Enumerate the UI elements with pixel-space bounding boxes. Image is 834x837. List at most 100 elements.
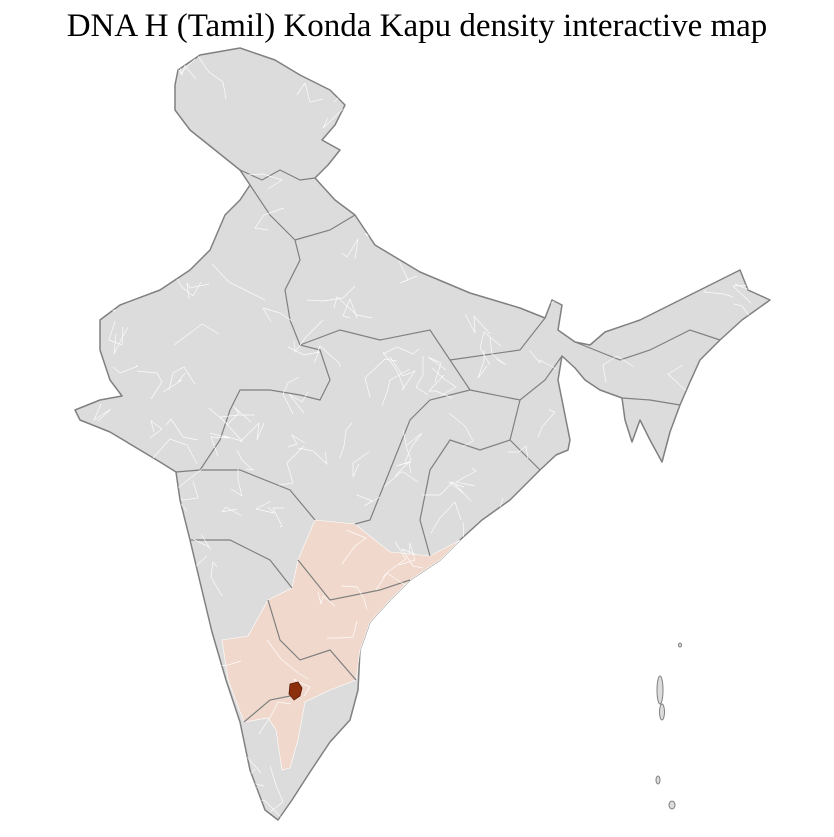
district-border	[415, 356, 429, 396]
district-border	[719, 675, 743, 703]
district-border	[296, 82, 324, 103]
district-border	[574, 607, 603, 622]
district-border	[398, 56, 414, 81]
district-border	[552, 568, 577, 594]
andaman-nicobar-islands	[655, 642, 682, 810]
district-border	[341, 529, 367, 565]
district-border	[209, 432, 230, 457]
district-border	[177, 662, 201, 673]
district-border	[412, 129, 433, 156]
district-border	[103, 248, 121, 268]
district-border	[306, 285, 356, 302]
district-border	[162, 372, 186, 393]
district-border	[262, 307, 293, 323]
district-border	[544, 260, 558, 279]
district-border	[397, 220, 433, 237]
district-border	[686, 549, 710, 561]
district-border	[258, 701, 292, 735]
district-border	[712, 225, 752, 271]
district-border	[254, 207, 285, 231]
district-border	[197, 708, 211, 739]
district-border	[676, 728, 693, 762]
district-border	[149, 420, 163, 439]
district-border	[380, 760, 418, 803]
district-border	[744, 780, 764, 808]
district-border	[574, 428, 591, 471]
district-border	[75, 176, 93, 196]
district-border	[683, 70, 695, 100]
district-border	[93, 403, 112, 422]
district-border	[656, 640, 694, 672]
district-border	[743, 381, 770, 397]
district-border	[349, 181, 363, 200]
district-border	[382, 351, 405, 390]
district-border	[136, 581, 157, 600]
district-border	[427, 633, 452, 662]
district-border	[197, 642, 213, 667]
district-border	[742, 130, 765, 160]
district-border	[108, 320, 124, 346]
district-border	[447, 623, 466, 645]
district-border	[387, 151, 400, 171]
low-density-region[interactable]	[221, 519, 461, 771]
district-border	[235, 768, 256, 790]
district-border	[705, 577, 737, 591]
district-border	[394, 429, 412, 477]
district-border	[383, 75, 421, 91]
district-border	[297, 447, 328, 465]
district-border	[387, 681, 405, 716]
district-border	[167, 153, 191, 192]
district-border	[603, 608, 634, 621]
district-border	[566, 665, 612, 690]
district-border	[368, 58, 390, 84]
district-border	[269, 765, 284, 813]
district-border	[180, 480, 199, 501]
district-border	[487, 118, 509, 142]
district-border	[385, 223, 415, 244]
district-border	[75, 494, 95, 536]
district-border	[637, 685, 670, 703]
district-border	[112, 365, 139, 374]
district-border	[395, 790, 424, 817]
district-border	[473, 535, 499, 559]
district-border	[565, 720, 587, 748]
district-border	[400, 221, 441, 238]
district-border	[96, 168, 113, 206]
district-border	[734, 48, 763, 66]
district-border	[645, 624, 666, 642]
district-border	[342, 298, 358, 319]
district-border	[692, 609, 710, 631]
district-border	[520, 789, 533, 808]
district-border	[370, 667, 384, 697]
district-border	[720, 48, 744, 53]
district-border	[718, 132, 752, 171]
district-border	[594, 548, 611, 567]
district-border	[192, 533, 212, 551]
district-border	[356, 494, 381, 507]
district-border	[186, 282, 210, 300]
district-border	[352, 451, 370, 478]
district-border	[530, 490, 561, 530]
district-border	[272, 507, 284, 528]
district-border	[538, 51, 560, 80]
district-border	[173, 323, 220, 346]
district-border	[167, 572, 184, 612]
district-border	[535, 777, 550, 795]
high-density-district[interactable]	[288, 681, 303, 701]
district-border	[287, 434, 306, 448]
district-border	[236, 449, 255, 471]
district-border	[278, 445, 305, 486]
district-border	[632, 716, 656, 746]
district-border	[142, 198, 160, 226]
district-border	[341, 238, 359, 260]
district-border	[602, 355, 635, 384]
district-border	[191, 761, 221, 776]
district-border	[182, 790, 199, 810]
district-border	[511, 48, 543, 67]
india-outline[interactable]	[74, 47, 771, 821]
district-border	[556, 588, 576, 623]
district-border	[400, 230, 418, 247]
district-border	[381, 368, 411, 407]
district-border	[92, 265, 104, 290]
